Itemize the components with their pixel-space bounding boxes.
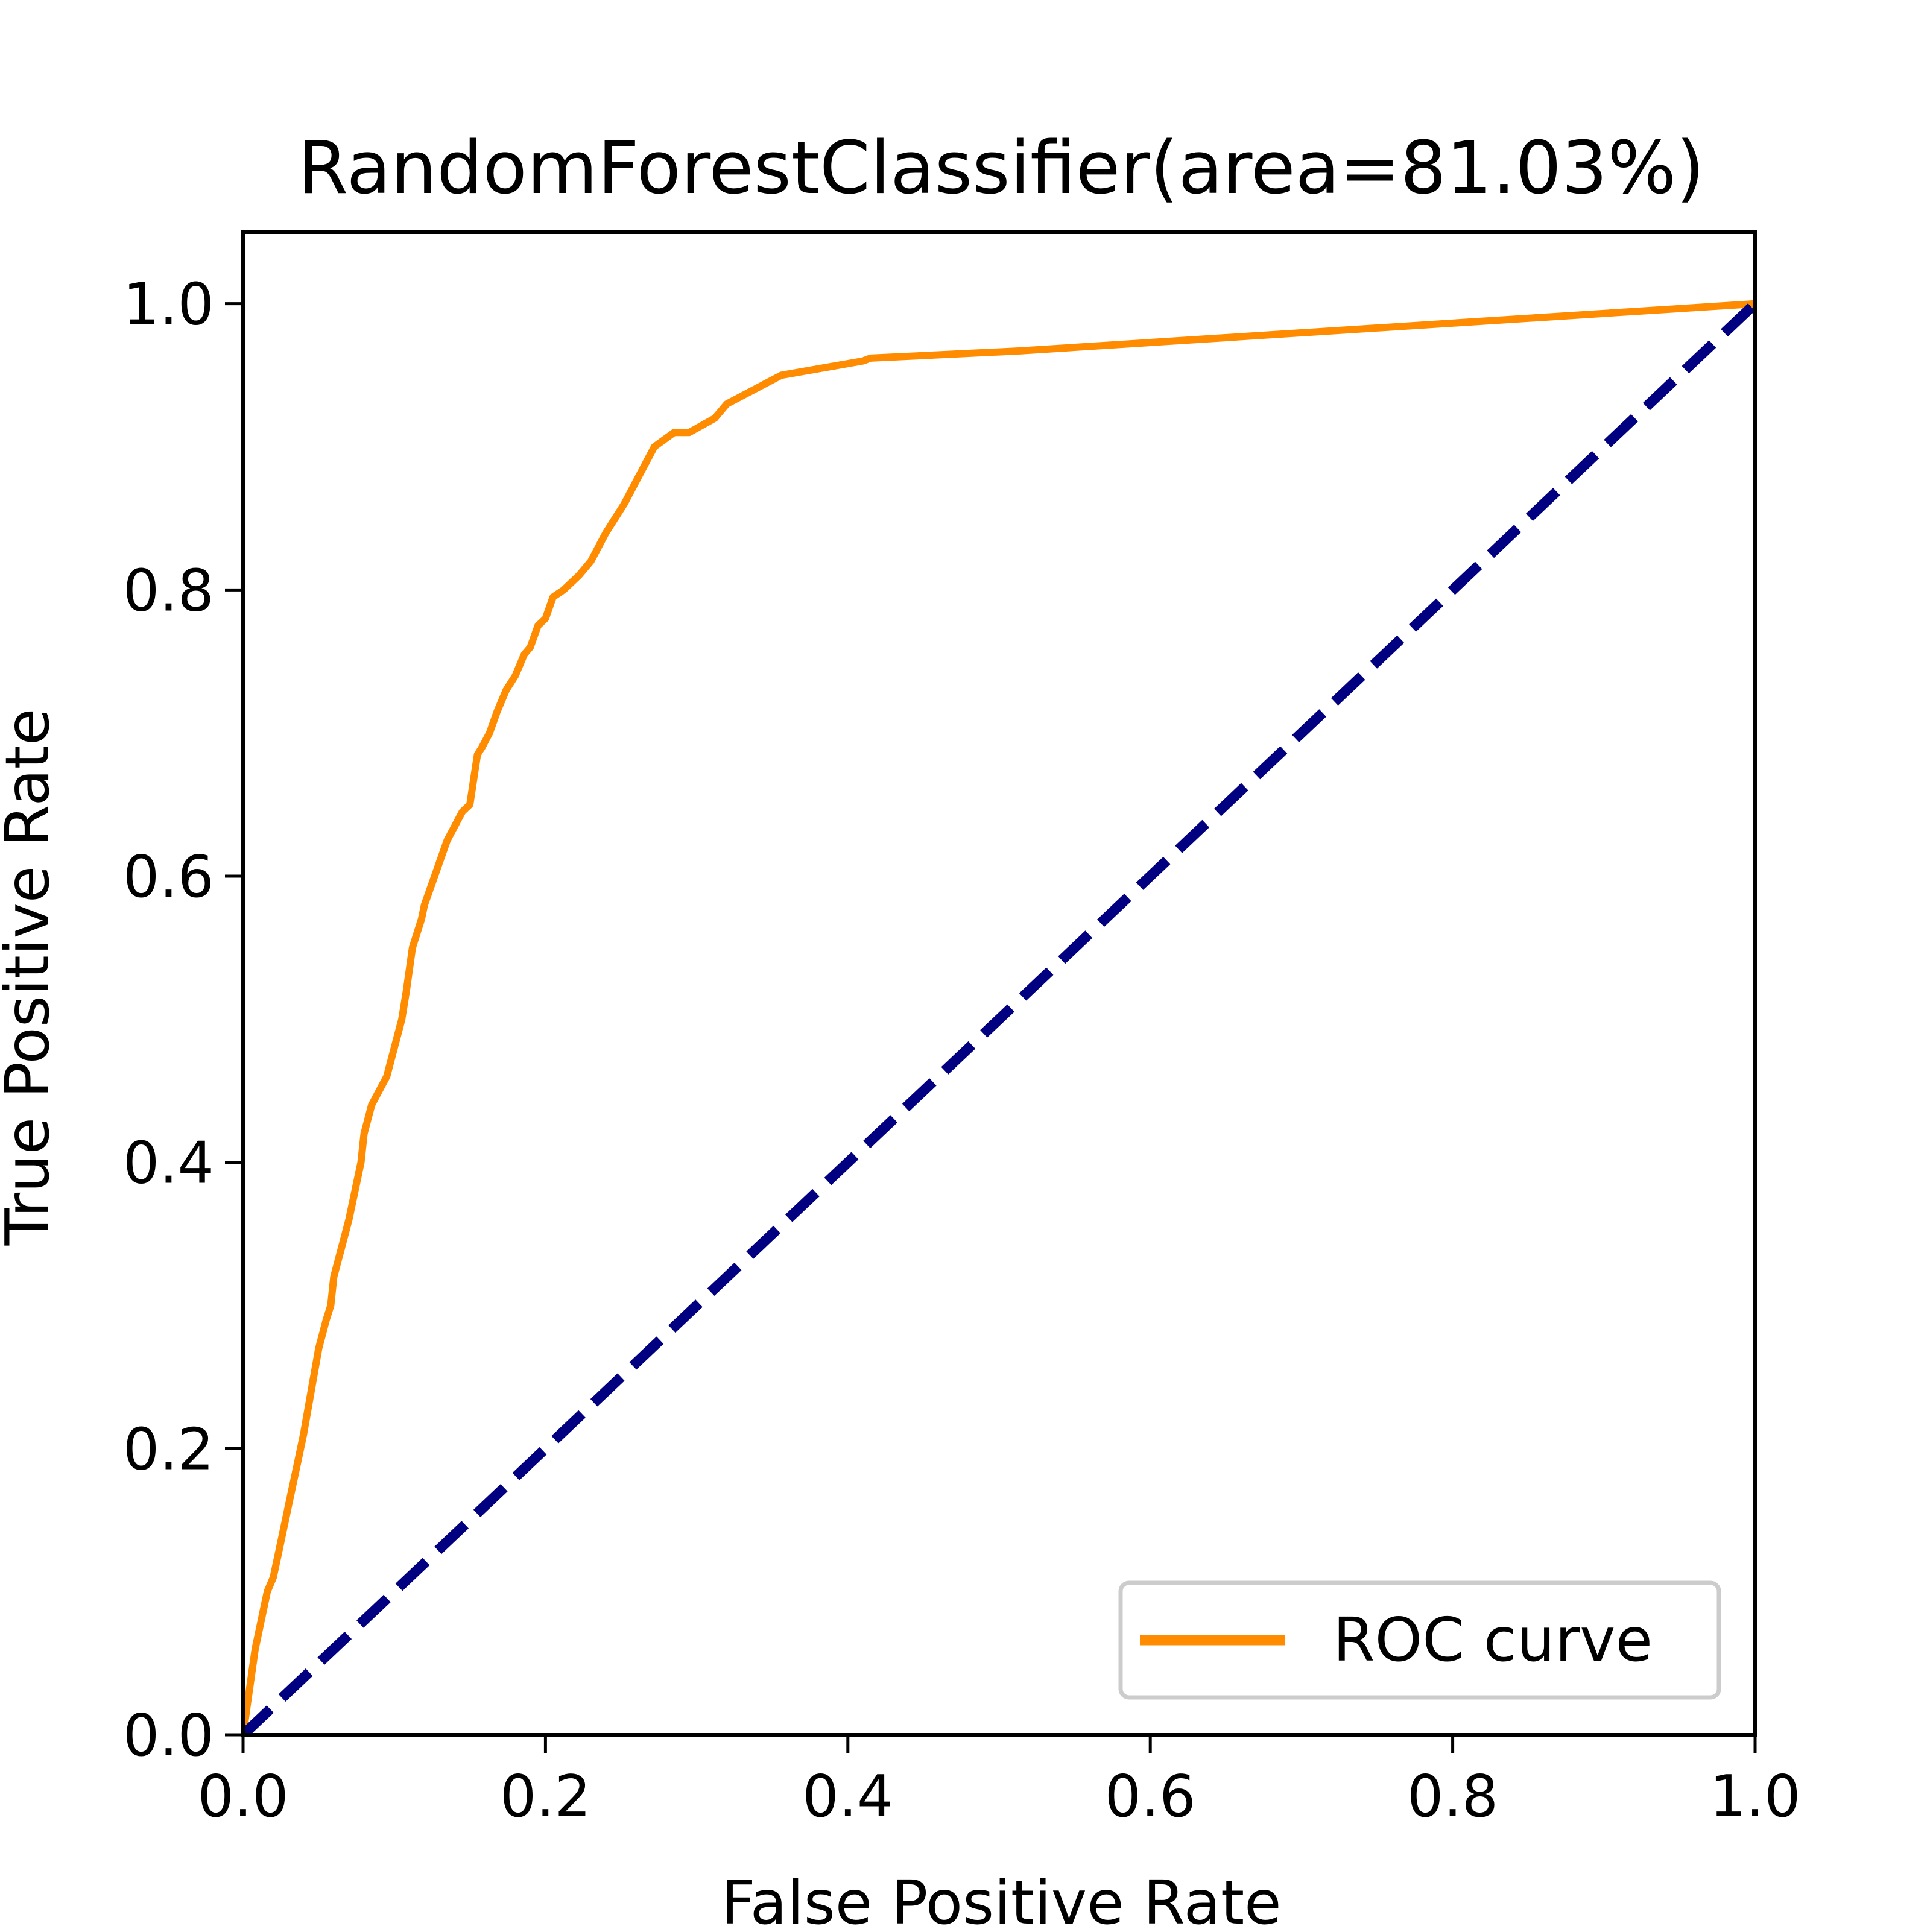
y-tick-label: 0.2 [123, 1416, 214, 1483]
y-tick-label: 1.0 [123, 272, 214, 338]
x-tick-label: 0.8 [1407, 1764, 1498, 1830]
plot-frame [241, 230, 1757, 1737]
x-axis-label: False Positive Rate [721, 1867, 1281, 1930]
y-tick-label: 0.6 [123, 844, 214, 911]
diagonal-reference-line [243, 300, 1755, 1735]
plot-area [243, 300, 1755, 1735]
legend-box [1118, 1580, 1721, 1700]
axes: 0.0 0.2 0.4 0.6 0.8 1.0 0.0 0.2 0.4 0.6 0.8 1.0 [123, 230, 1801, 1830]
y-tick-label: 0.4 [123, 1131, 214, 1197]
y-tick-label: 0.8 [123, 558, 214, 624]
x-tick-label: 1.0 [1709, 1764, 1800, 1830]
chart-title: RandomForestClassifier(area=81.03%) [298, 127, 1704, 210]
y-axis-label: True Positive Rate [0, 709, 63, 1246]
legend-label-roc-curve: ROC curve [1333, 1605, 1653, 1675]
y-tick-label: 0.0 [123, 1703, 214, 1769]
roc-curve-line [243, 300, 1755, 1735]
x-tick-label: 0.4 [802, 1764, 893, 1830]
legend: ROC curve [1118, 1580, 1721, 1700]
x-tick-label: 0.6 [1105, 1764, 1196, 1830]
x-tick-label: 0.0 [197, 1764, 288, 1830]
x-tick-label: 0.2 [500, 1764, 591, 1830]
